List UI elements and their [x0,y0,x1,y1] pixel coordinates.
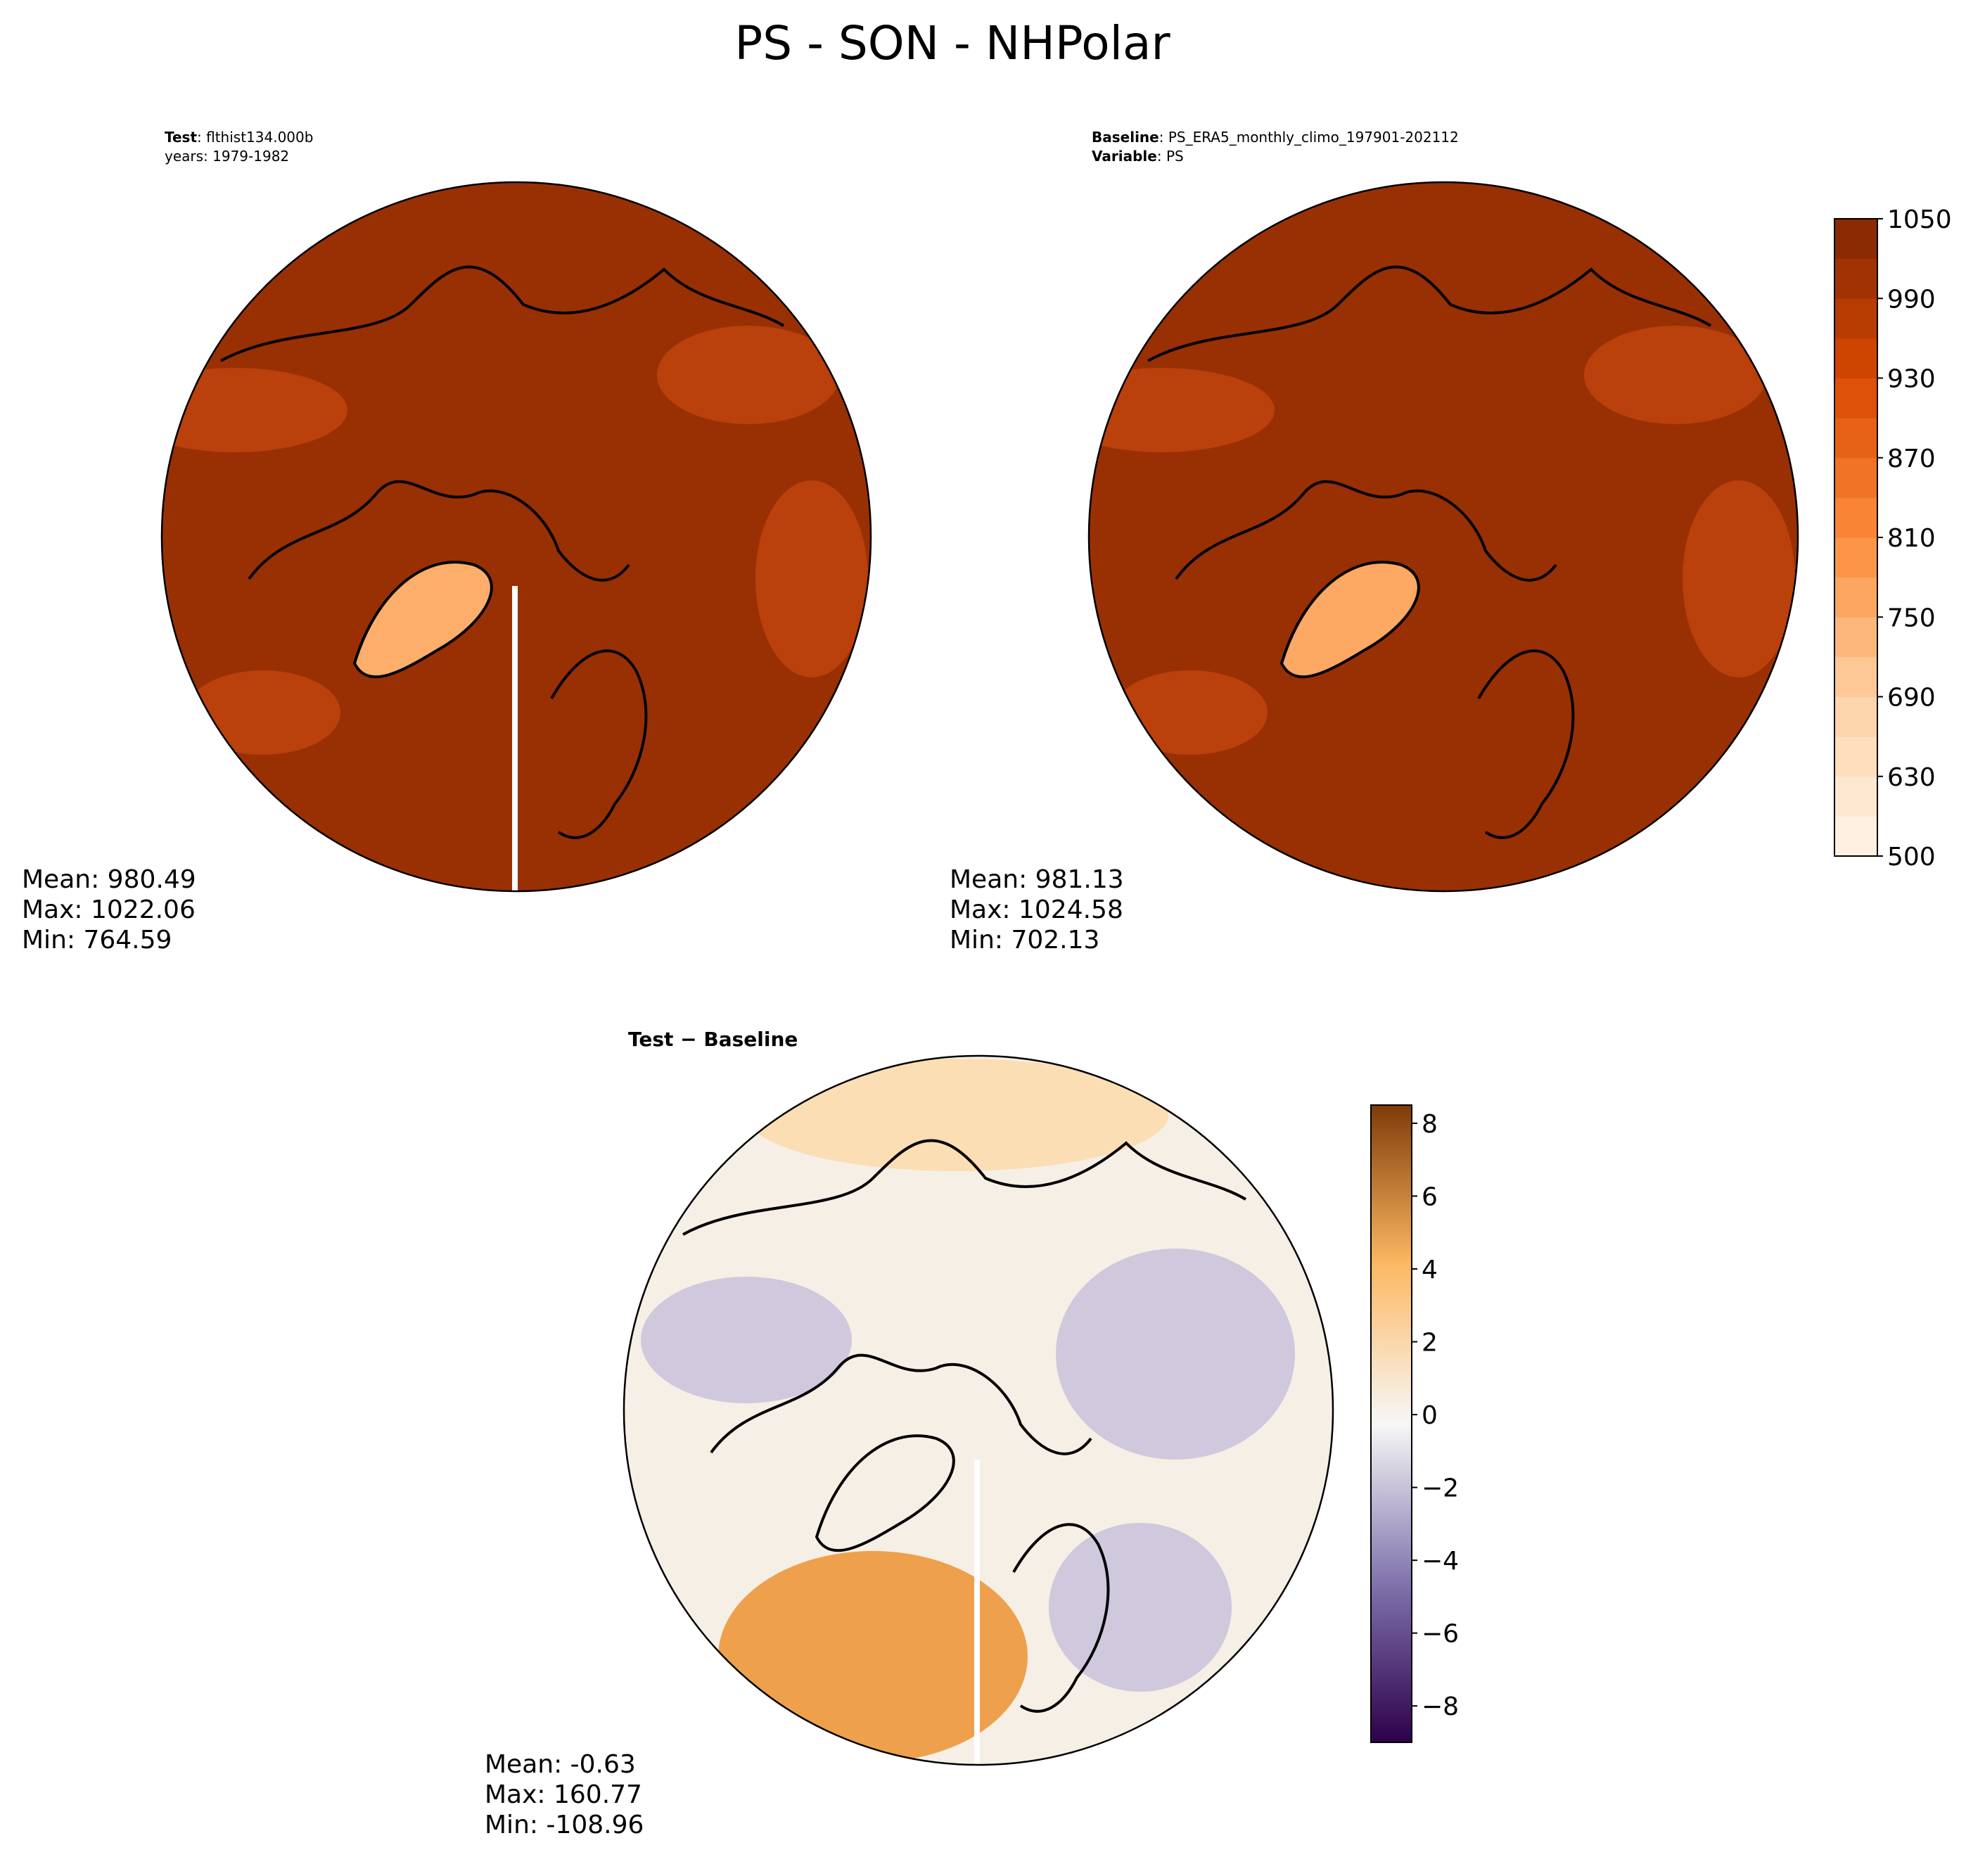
colorbar-tick-label: 1050 [1887,205,1952,234]
colorbar-band [1834,577,1877,618]
colorbar-band [1834,776,1877,817]
figure-title: PS - SON - NHPolar [734,16,1170,70]
colorbar-tick-label: −6 [1422,1620,1459,1649]
map-panel: Baseline: PS_ERA5_monthly_climo_197901-2… [950,129,1799,955]
colorbar-band [1834,816,1877,857]
panel-stat: Mean: 981.13 [950,865,1124,894]
panel-header: years: 1979-1982 [165,148,289,165]
colorbar-tick-label: 4 [1422,1256,1438,1284]
panel-header: Test − Baseline [628,1028,798,1051]
panel-stat: Max: 160.77 [485,1780,642,1809]
colorbar-band [1834,497,1877,538]
colorbar-tick-label: 500 [1887,843,1936,872]
map-panel: Test: flthist134.000b years: 1979-1982 Mea… [22,129,872,955]
colorbar-band [1834,537,1877,578]
terrain-patch [162,368,347,452]
colorbar-tick-label: 2 [1422,1329,1438,1358]
panel-header: Variable: PS [1092,148,1184,165]
anomaly-patch [1056,1249,1295,1460]
header-key: Test [165,129,197,146]
terrain-patch [1113,670,1268,755]
terrain-patch [1584,326,1767,424]
colorbar: −8 −6 −4 −2 0 2 4 6 8 [1370,1104,1459,1743]
colorbar-band [1834,457,1877,498]
colorbar-tick-label: 630 [1887,763,1936,792]
colorbar: 500 630 690 750 810 870 930 990 1050 [1834,205,1952,872]
colorbar-band [1834,617,1877,658]
header-text: : PS_ERA5_monthly_climo_197901-202112 [1159,129,1459,146]
map-field [1089,182,1798,891]
panel-stat: Min: 702.13 [950,926,1099,955]
colorbar-tick-label: −8 [1422,1692,1459,1721]
anomaly-patch [641,1277,852,1403]
map-boundary [623,1054,1334,1766]
colorbar-band [1834,696,1877,737]
header-text: : flthist134.000b [197,129,313,146]
panel-stat: Min: 764.59 [22,926,172,955]
colorbar-band [1834,736,1877,777]
panel-stat: Max: 1024.58 [950,895,1123,924]
header-text: years: 1979-1982 [165,148,289,165]
map-field [162,182,871,891]
map-field [624,1056,1333,1765]
colorbar-tick-label: 690 [1887,684,1936,713]
colorbar-tick-label: 990 [1887,285,1936,314]
colorbar-band [1834,418,1877,459]
missing-data-strip [974,1460,980,1765]
coastline [220,265,785,839]
greenland [1279,561,1420,679]
anomaly-patch [718,1551,1028,1762]
colorbar-tick-label: 870 [1887,445,1936,473]
coastline [682,1139,1247,1713]
header-key: Baseline [1092,129,1159,146]
colorbar-gradient [1370,1104,1412,1743]
coastline [1147,265,1712,839]
colorbar-band [1834,338,1877,378]
terrain-patch [1683,480,1795,677]
colorbar-tick-label: 6 [1422,1182,1438,1211]
panel-stat: Mean: -0.63 [485,1750,636,1779]
panel-header: Baseline: PS_ERA5_monthly_climo_197901-2… [1092,129,1459,146]
terrain-patch [755,480,868,677]
colorbar-tick-label: 930 [1887,365,1936,394]
colorbar-tick-label: −2 [1422,1474,1459,1503]
colorbar-band [1834,378,1877,419]
panel-header: Test: flthist134.000b [165,129,313,146]
panel-stat: Min: -108.96 [485,1811,644,1839]
panel-stat: Max: 1022.06 [22,895,196,924]
colorbar-band [1834,298,1877,339]
colorbar-tick-label: −4 [1422,1547,1459,1576]
missing-data-strip [512,586,518,891]
colorbar-band [1834,219,1877,260]
greenland [352,561,493,679]
colorbar-tick-label: 0 [1422,1401,1438,1430]
terrain-patch [186,670,340,755]
terrain-patch [657,326,840,424]
header-text: : PS [1157,148,1184,165]
panel-stat: Mean: 980.49 [22,865,196,894]
colorbar-tick-label: 810 [1887,524,1936,553]
header-key: Variable [1092,148,1157,165]
terrain-patch [1089,368,1275,452]
header-key: Test − Baseline [628,1028,798,1051]
colorbar-tick-label: 8 [1422,1110,1438,1139]
colorbar-band [1834,258,1877,299]
anomaly-patch [1049,1523,1232,1692]
greenland [815,1434,955,1552]
map-boundary [1087,181,1799,893]
map-boundary [160,181,872,893]
anomaly-patch [746,1059,1168,1171]
colorbar-tick-label: 750 [1887,604,1936,632]
colorbar-band [1834,656,1877,697]
